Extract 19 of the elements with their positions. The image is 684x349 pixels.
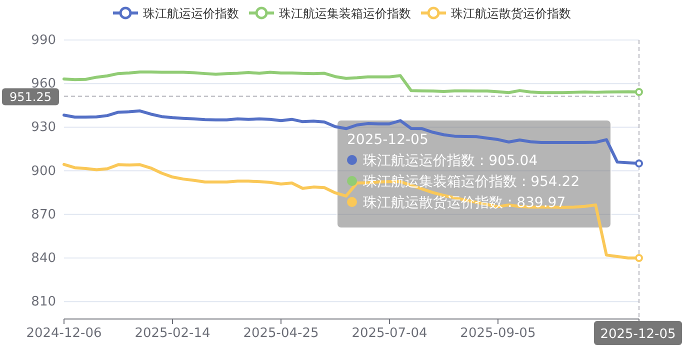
annotation: 2025-12-05 [347, 132, 428, 148]
annotation: 珠江航运运价指数 : 905.04 [363, 153, 538, 169]
y-tick-label: 870 [31, 207, 56, 222]
y-tick-label: 990 [31, 33, 56, 48]
x-tick-label: 2025-04-25 [243, 326, 319, 341]
legend-label: 珠江航运集装箱运价指数 [279, 6, 411, 20]
y-tick-label: 900 [31, 164, 56, 179]
y-tick-label: 810 [31, 294, 56, 310]
x-tick-label: 2025-09-05 [460, 326, 536, 341]
legend-label: 珠江航运运价指数 [143, 6, 239, 20]
y-tick-label: 840 [31, 250, 56, 266]
x-tick-label: 2025-12-05 [600, 327, 676, 342]
x-tick-label: 2025-02-14 [134, 326, 210, 341]
x-tick-label: 2025-07-04 [352, 326, 428, 341]
legend-label: 珠江航运散货运价指数 [451, 6, 571, 20]
y-tick-label: 930 [31, 120, 56, 136]
y-tick-label: 960 [31, 76, 56, 92]
x-tick-label: 2024-12-06 [26, 326, 102, 341]
ref-line-label: 951.25 [10, 90, 52, 104]
